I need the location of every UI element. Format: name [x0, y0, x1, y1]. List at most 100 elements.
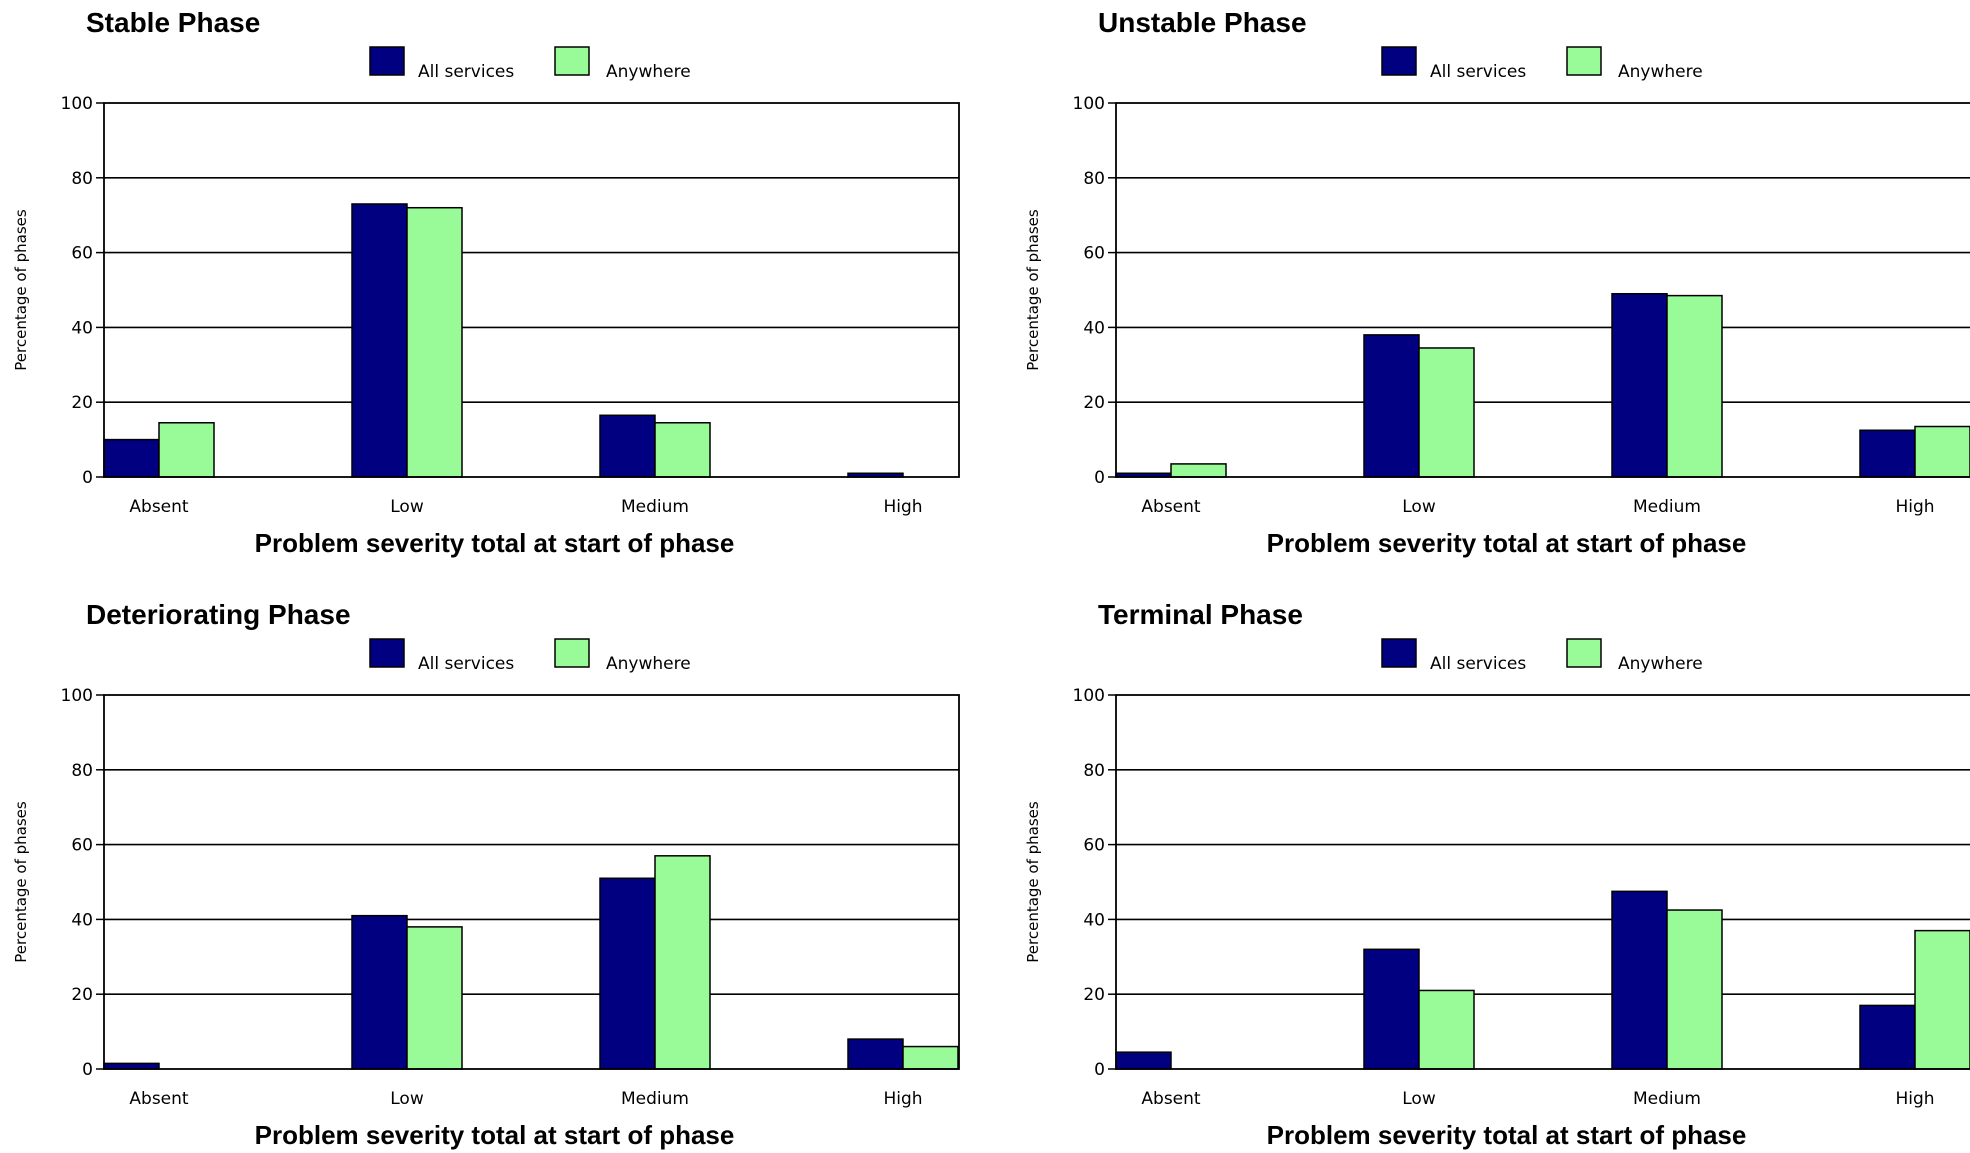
x-tick-label-absent: Absent [1141, 1089, 1201, 1109]
bar-all-services-low [1363, 948, 1420, 1070]
y-tick-label: 40 [1083, 910, 1105, 930]
legend-swatch-anywhere [1566, 46, 1602, 76]
plot-frame [1115, 694, 1970, 1070]
bar-anywhere-high [1914, 425, 1970, 478]
x-tick-label-high: High [883, 1089, 922, 1109]
y-tick-label: 60 [71, 244, 93, 264]
bar-anywhere-high [1914, 929, 1970, 1070]
bar-all-services-absent [1115, 1051, 1172, 1070]
bar-all-services-high [847, 1038, 904, 1070]
x-tick-label-low: Low [1402, 497, 1436, 517]
legend-swatch-anywhere [554, 638, 590, 668]
legend-label-all-services: All services [418, 62, 514, 82]
legend-swatch-anywhere [1566, 638, 1602, 668]
y-tick-label: 80 [71, 169, 93, 189]
chart-title: Unstable Phase [1098, 7, 1307, 38]
bar-anywhere-low [406, 206, 463, 478]
x-axis-label: Problem severity total at start of phase [255, 1120, 735, 1150]
legend-swatch-all-services [1381, 638, 1417, 668]
x-axis-label: Problem severity total at start of phase [1267, 1120, 1747, 1150]
chart-panel-stable-phase: Stable Phase All services Anywhere 0 20 40 60 8… [12, 7, 960, 558]
y-tick-label: 60 [1083, 836, 1105, 856]
bar-anywhere-low [1418, 347, 1475, 478]
legend-label-all-services: All services [1430, 62, 1526, 82]
y-axis-label: Percentage of phases [12, 801, 30, 963]
y-tick-label: 100 [1073, 686, 1105, 706]
x-tick-label-low: Low [1402, 1089, 1436, 1109]
x-tick-label-high: High [883, 497, 922, 517]
x-tick-label-high: High [1895, 497, 1934, 517]
x-tick-label-absent: Absent [129, 1089, 189, 1109]
y-tick-label: 0 [82, 468, 93, 488]
bar-anywhere-low [1418, 989, 1475, 1070]
y-tick-label: 20 [1083, 393, 1105, 413]
x-tick-label-absent: Absent [1141, 497, 1201, 517]
x-tick-label-medium: Medium [621, 497, 689, 517]
bar-all-services-low [351, 203, 408, 478]
bar-anywhere-low [406, 926, 463, 1070]
legend-label-all-services: All services [1430, 654, 1526, 674]
plot-frame [103, 694, 960, 1070]
y-tick-label: 40 [71, 318, 93, 338]
legend-label-anywhere: Anywhere [606, 62, 691, 82]
legend-swatch-all-services [1381, 46, 1417, 76]
chart-panel-deteriorating-phase: Deteriorating Phase All services Anywhere 0… [12, 599, 960, 1150]
legend-label-anywhere: Anywhere [606, 654, 691, 674]
x-tick-label-low: Low [390, 1089, 424, 1109]
bar-anywhere-high [902, 1045, 959, 1070]
y-tick-label: 80 [71, 761, 93, 781]
x-axis-label: Problem severity total at start of phase [255, 528, 735, 558]
y-tick-label: 40 [71, 910, 93, 930]
x-tick-label-high: High [1895, 1089, 1934, 1109]
chart-title: Terminal Phase [1098, 599, 1303, 630]
y-tick-label: 0 [82, 1060, 93, 1080]
y-tick-label: 80 [1083, 761, 1105, 781]
x-tick-label-medium: Medium [621, 1089, 689, 1109]
y-tick-label: 0 [1094, 1060, 1105, 1080]
x-tick-label-medium: Medium [1633, 1089, 1701, 1109]
bar-anywhere-medium [1666, 294, 1723, 478]
bar-anywhere-absent [1170, 463, 1227, 478]
y-tick-label: 100 [61, 94, 93, 114]
legend-label-all-services: All services [418, 654, 514, 674]
chart-title: Deteriorating Phase [86, 599, 351, 630]
bar-all-services-low [1363, 334, 1420, 478]
bar-anywhere-medium [654, 422, 711, 478]
y-axis-label: Percentage of phases [1024, 801, 1042, 963]
y-tick-label: 60 [1083, 244, 1105, 264]
bar-all-services-absent [103, 438, 160, 478]
bar-all-services-high [1859, 1004, 1916, 1070]
bar-anywhere-absent [158, 422, 215, 478]
y-tick-label: 20 [71, 393, 93, 413]
legend-swatch-all-services [369, 638, 405, 668]
chart-title: Stable Phase [86, 7, 260, 38]
y-tick-label: 100 [61, 686, 93, 706]
x-tick-label-low: Low [390, 497, 424, 517]
y-tick-label: 100 [1073, 94, 1105, 114]
bar-anywhere-medium [654, 855, 711, 1070]
y-axis-label: Percentage of phases [1024, 209, 1042, 371]
bar-all-services-medium [1611, 292, 1668, 478]
legend-swatch-all-services [369, 46, 405, 76]
plot-frame [1115, 102, 1970, 478]
legend-swatch-anywhere [554, 46, 590, 76]
bar-all-services-medium [1611, 890, 1668, 1070]
bar-anywhere-medium [1666, 909, 1723, 1070]
bar-all-services-medium [599, 877, 656, 1070]
bar-all-services-high [1859, 429, 1916, 478]
y-tick-label: 20 [71, 985, 93, 1005]
x-tick-label-medium: Medium [1633, 497, 1701, 517]
x-tick-label-absent: Absent [129, 497, 189, 517]
y-axis-label: Percentage of phases [12, 209, 30, 371]
y-tick-label: 40 [1083, 318, 1105, 338]
plot-frame [103, 102, 960, 478]
x-axis-label: Problem severity total at start of phase [1267, 528, 1747, 558]
y-tick-label: 60 [71, 836, 93, 856]
bar-all-services-low [351, 914, 408, 1070]
chart-panel-terminal-phase: Terminal Phase All services Anywhere 0 20 40 6… [1024, 599, 1970, 1150]
y-tick-label: 20 [1083, 985, 1105, 1005]
legend-label-anywhere: Anywhere [1618, 62, 1703, 82]
y-tick-label: 0 [1094, 468, 1105, 488]
legend-label-anywhere: Anywhere [1618, 654, 1703, 674]
